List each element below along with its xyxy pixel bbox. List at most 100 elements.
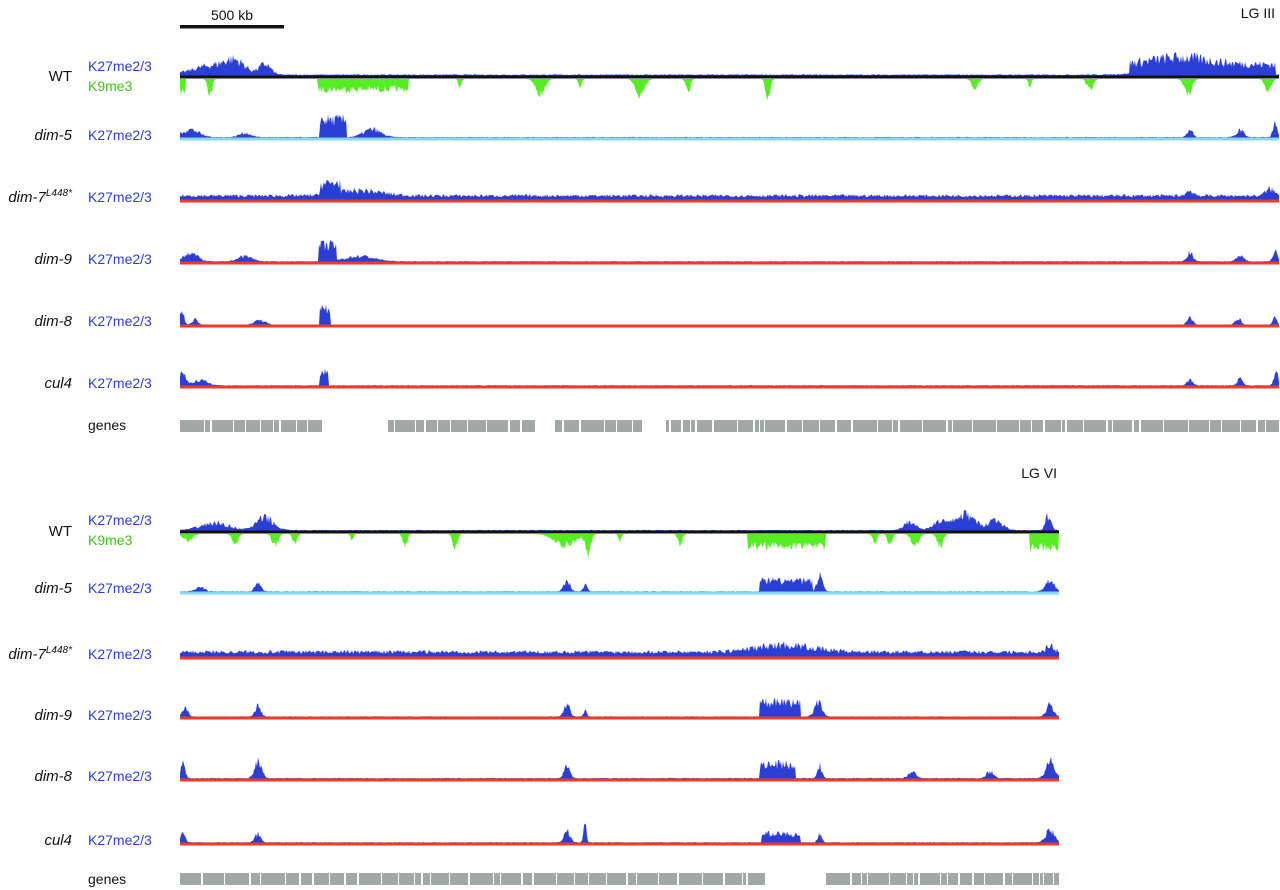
signal-area — [180, 79, 1279, 101]
signal-area — [180, 114, 1279, 138]
gene-block — [415, 873, 421, 885]
signal-track-dim5 — [180, 571, 1059, 595]
gene-block — [1108, 420, 1112, 432]
gene-block — [510, 420, 520, 432]
mark-label-k9: K9me3 — [88, 78, 133, 94]
signal-track-dim8 — [180, 756, 1059, 782]
gene-block — [346, 873, 357, 885]
gene-block — [431, 873, 449, 885]
gene-block — [941, 873, 947, 885]
scale-bar: 500 kb — [180, 7, 284, 29]
mark-label-k27: K27me2/3 — [88, 768, 152, 784]
gene-block — [1210, 420, 1221, 432]
signal-track-dim9 — [180, 697, 1059, 720]
baseline — [180, 199, 1279, 203]
baseline — [180, 842, 1059, 846]
gene-block — [212, 420, 233, 432]
gene-block — [308, 420, 322, 432]
strain-label-dim7: dim-7L448* — [8, 188, 73, 206]
gene-block — [923, 420, 946, 432]
baseline — [180, 75, 1279, 79]
baseline — [180, 716, 1059, 720]
gene-block — [1266, 420, 1279, 432]
gene-block — [691, 420, 695, 432]
panel-title-lg-vi: LG VI — [1021, 465, 1057, 481]
strain-label-dim7: dim-7L448* — [8, 645, 73, 663]
gene-block — [617, 420, 632, 432]
gene-block — [426, 420, 437, 432]
gene-block — [953, 420, 972, 432]
gene-block — [1062, 420, 1065, 432]
strain-label-dim5: dim-5 — [34, 580, 72, 597]
gene-block — [251, 873, 260, 885]
gene-block — [261, 420, 273, 432]
gene-block — [416, 420, 424, 432]
mark-label-k27: K27me2/3 — [88, 646, 152, 662]
gene-block — [997, 420, 1019, 432]
gene-block — [837, 420, 851, 432]
gene-block — [1033, 873, 1039, 885]
gene-block — [960, 873, 972, 885]
signal-track-cul4 — [180, 368, 1279, 389]
signal-area — [180, 179, 1279, 200]
gene-block — [890, 873, 906, 885]
gene-block — [893, 420, 898, 432]
gene-block — [1084, 420, 1106, 432]
gene-block — [748, 873, 765, 885]
gene-block — [820, 420, 835, 432]
gene-block — [703, 873, 723, 885]
gene-block — [1067, 420, 1083, 432]
gene-block — [683, 420, 690, 432]
scale-bar-label: 500 kb — [211, 7, 253, 23]
gene-block — [852, 873, 861, 885]
signal-area — [180, 697, 1059, 717]
gene-block — [274, 420, 279, 432]
mark-label-k9: K9me3 — [88, 532, 133, 548]
signal-track-dim9 — [180, 239, 1279, 265]
gene-block — [1134, 420, 1139, 432]
strain-label-wt: WT — [49, 68, 72, 85]
signal-track-dim8 — [180, 304, 1279, 328]
signal-track-wt — [180, 52, 1279, 101]
gene-block — [862, 873, 867, 885]
gene-block — [985, 873, 1003, 885]
gene-block — [948, 873, 958, 885]
gene-block — [1005, 873, 1012, 885]
gene-block — [868, 873, 889, 885]
gene-block — [628, 873, 636, 885]
gene-block — [878, 420, 892, 432]
gene-block — [1032, 420, 1043, 432]
gene-block — [564, 420, 579, 432]
mark-label-k27: K27me2/3 — [88, 375, 152, 391]
gene-block — [697, 420, 712, 432]
gene-block — [1241, 420, 1256, 432]
gene-block — [399, 873, 414, 885]
gene-block — [738, 420, 753, 432]
gene-block — [1013, 873, 1032, 885]
gene-block — [853, 420, 877, 432]
signal-area — [180, 52, 1279, 76]
gene-block — [755, 420, 759, 432]
gene-block — [451, 420, 467, 432]
mark-label-k27: K27me2/3 — [88, 251, 152, 267]
strain-label-dim8: dim-8 — [34, 768, 72, 785]
gene-block — [973, 420, 996, 432]
baseline — [180, 137, 1279, 141]
gene-block — [382, 873, 398, 885]
gene-block — [575, 873, 588, 885]
signal-area — [180, 534, 1059, 558]
baseline — [180, 591, 1059, 595]
gene-block — [589, 873, 606, 885]
gene-block — [555, 420, 562, 432]
gene-block — [671, 420, 681, 432]
gene-block — [659, 873, 677, 885]
gene-block — [607, 873, 626, 885]
gene-block — [1258, 420, 1265, 432]
genes-label: genes — [88, 417, 126, 433]
strain-label-wt: WT — [49, 523, 72, 540]
gene-block — [920, 873, 940, 885]
signal-track-cul4 — [180, 823, 1059, 846]
panel-lg-vi: LG VI WT K27me2/3 K9me3 dim-5 K27me2/3 d… — [8, 465, 1059, 887]
gene-block — [743, 873, 746, 885]
gene-block — [581, 420, 604, 432]
